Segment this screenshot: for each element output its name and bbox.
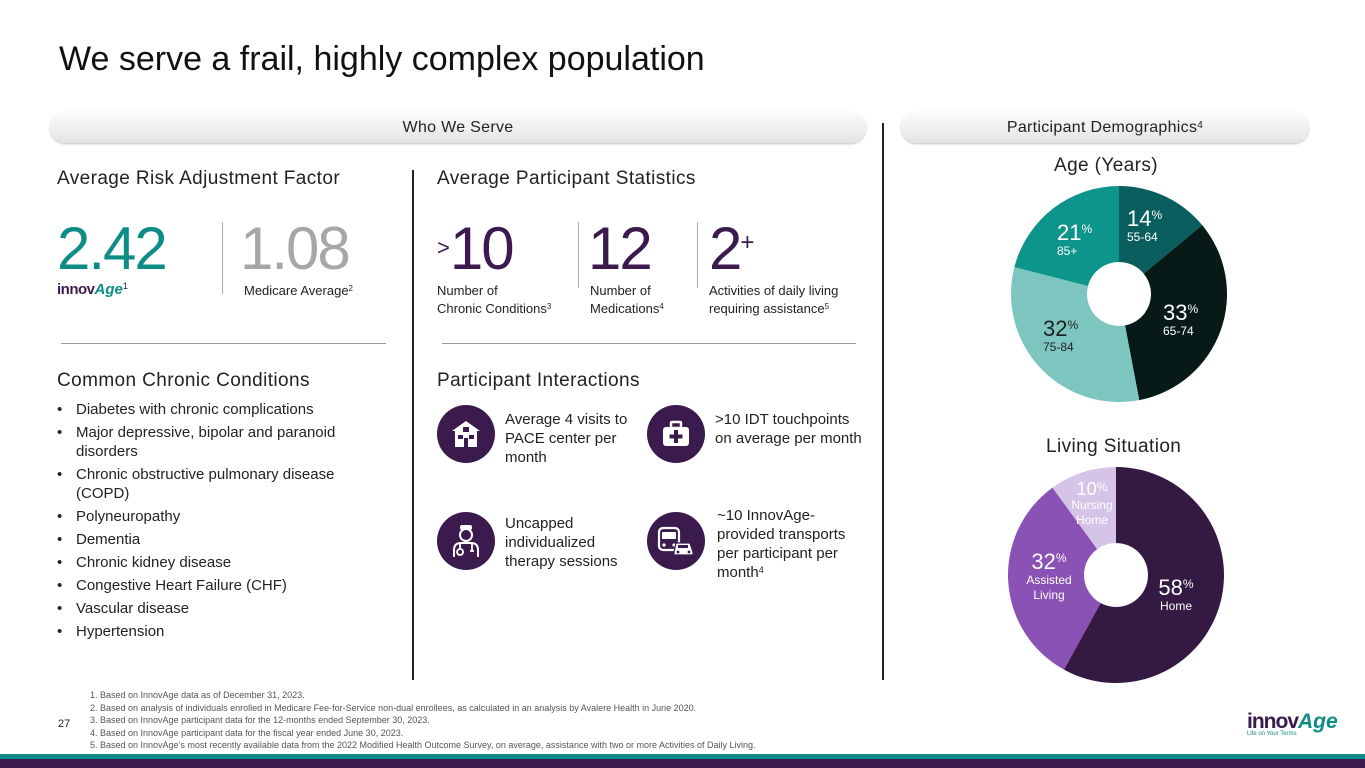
living-value-nursing: 10 [1076, 479, 1097, 499]
list-item: Chronic kidney disease [57, 553, 377, 572]
age-slice-65-74 [1124, 225, 1227, 401]
demographics-label: Participant Demographics [1006, 118, 1198, 136]
innovage-logo: innovAge Life on Your Terms [1247, 710, 1338, 737]
demographics-sup: 4 [1197, 120, 1204, 131]
stat-separator-2 [697, 222, 698, 288]
stat-conditions: >10 [437, 215, 515, 282]
medicare-value: 1.08 [240, 215, 351, 282]
footnotes: 1. Based on InnovAge data as of December… [90, 689, 910, 752]
medicare-label: Medicare Average2 [244, 283, 353, 298]
footnote: 4. Based on InnovAge participant data fo… [90, 727, 404, 738]
living-value-home: 58 [1158, 575, 1183, 600]
footnote: 1. Based on InnovAge data as of December… [90, 690, 305, 700]
conditions-list: Diabetes with chronic complications Majo… [57, 400, 377, 645]
footnote: 5. Based on InnovAge’s most recently ava… [90, 740, 756, 750]
list-item: Polyneuropathy [57, 507, 377, 526]
age-value-75-84: 32 [1043, 316, 1068, 341]
living-chart-title: Living Situation [1046, 436, 1182, 457]
risk-heading: Average Risk Adjustment Factor [57, 168, 341, 189]
innovage-logo-small: innovAge1 [57, 281, 128, 298]
footnote: 3. Based on InnovAge participant data fo… [90, 715, 430, 725]
stat-adl: 2+ [709, 215, 755, 282]
risk-value: 2.42 [57, 215, 168, 282]
age-slice-55-64 [1119, 186, 1203, 274]
who-we-serve-label: Who We Serve [402, 118, 514, 136]
interaction-transports: ~10 InnovAge-provided transports per par… [717, 507, 846, 581]
living-slice-nursing-home [1052, 467, 1116, 550]
page-title: We serve a frail, highly complex populat… [59, 40, 705, 78]
stat-medications: 12 [588, 215, 653, 282]
list-item: Diabetes with chronic complications [57, 400, 377, 419]
list-item: Chronic obstructive pulmonary disease (C… [57, 465, 377, 503]
stat-separator-1 [578, 222, 579, 288]
footer-bar-teal [0, 754, 1365, 759]
column-divider-1 [412, 170, 414, 680]
page-number: 27 [58, 718, 71, 730]
risk-separator [222, 222, 223, 294]
row-divider-left [61, 343, 386, 344]
age-slice-75-84 [1011, 267, 1140, 402]
age-chart-title: Age (Years) [1054, 155, 1159, 176]
interaction-visits: Average 4 visits to PACE center per mont… [505, 411, 628, 466]
column-divider-2 [882, 123, 884, 680]
medical-kit-icon [647, 405, 705, 463]
age-value-55-64: 14 [1127, 206, 1152, 231]
living-label-nursing: 10% Nursing Home [1071, 479, 1113, 527]
stat-conditions-label: Number of Chronic Conditions3 [437, 283, 552, 316]
age-slice-85- [1014, 186, 1119, 287]
demographics-header: Participant Demographics 4 [901, 112, 1309, 143]
footnote: 2. Based on analysis of individuals enro… [90, 702, 697, 713]
age-donut-chart [1011, 186, 1227, 402]
living-slice-home [1063, 467, 1224, 683]
stat-adl-label: Activities of daily living requiring assi… [709, 283, 839, 316]
list-item: Congestive Heart Failure (CHF) [57, 576, 377, 595]
stats-heading: Average Participant Statistics [437, 168, 696, 189]
age-label-75-84: 32% 75-84 [1043, 316, 1079, 355]
living-slice-assisted-living [1008, 487, 1101, 670]
footer-bar-purple [0, 759, 1365, 768]
age-label-85-plus: 21% 85+ [1057, 220, 1093, 259]
bus-car-icon [647, 512, 705, 570]
age-label-65-74: 33% 65-74 [1163, 300, 1199, 339]
interaction-therapy: Uncapped individualized therapy sessions [505, 515, 618, 570]
doctor-icon [437, 512, 495, 570]
living-label-assisted: 32% Assisted Living [1026, 549, 1072, 603]
list-item: Hypertension [57, 622, 377, 641]
interactions-heading: Participant Interactions [437, 370, 640, 391]
list-item: Dementia [57, 530, 377, 549]
living-donut-chart [1008, 467, 1224, 683]
row-divider-middle [442, 343, 856, 344]
age-label-55-64: 14% 55-64 [1127, 206, 1163, 245]
list-item: Major depressive, bipolar and paranoid d… [57, 423, 377, 461]
living-label-home: 58% Home [1158, 575, 1194, 614]
interaction-idt: >10 IDT touchpoints on average per month [715, 411, 862, 447]
house-icon [437, 405, 495, 463]
stat-medications-label: Number of Medications4 [590, 283, 664, 316]
age-value-65-74: 33 [1163, 300, 1188, 325]
age-value-85-plus: 21 [1057, 220, 1082, 245]
conditions-heading: Common Chronic Conditions [57, 370, 310, 391]
list-item: Vascular disease [57, 599, 377, 618]
living-value-assisted: 32 [1031, 549, 1056, 574]
who-we-serve-header: Who We Serve [50, 112, 866, 143]
